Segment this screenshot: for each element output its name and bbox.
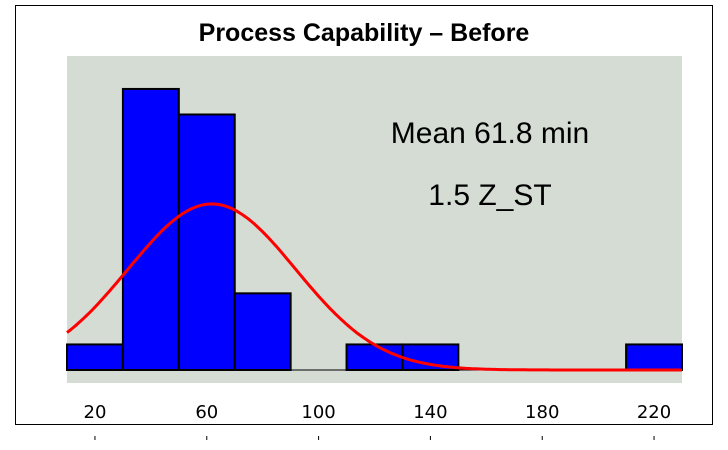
histogram-bars bbox=[66, 87, 683, 372]
x-tick-label: 180 bbox=[525, 402, 559, 423]
x-axis-ticks: 20 60 100 140 180 220 bbox=[84, 402, 671, 440]
x-tick-label: 140 bbox=[413, 402, 447, 423]
normal-fit-curve bbox=[66, 202, 682, 372]
histogram-bar bbox=[177, 113, 236, 371]
histogram-bar bbox=[345, 343, 404, 372]
x-tick-label: 220 bbox=[637, 402, 671, 423]
x-tick-label: 20 bbox=[84, 402, 107, 423]
histogram-bar bbox=[625, 343, 683, 372]
x-tick-label: 100 bbox=[301, 402, 335, 423]
mean-annotation: Mean 61.8 min bbox=[391, 117, 589, 150]
histogram-bar bbox=[66, 343, 124, 372]
x-tick-label: 60 bbox=[195, 402, 218, 423]
histogram-bar bbox=[233, 292, 292, 372]
z-score-annotation: 1.5 Z_ST bbox=[428, 179, 551, 212]
chart-title: Process Capability – Before bbox=[198, 19, 530, 47]
histogram-bar bbox=[121, 87, 180, 371]
